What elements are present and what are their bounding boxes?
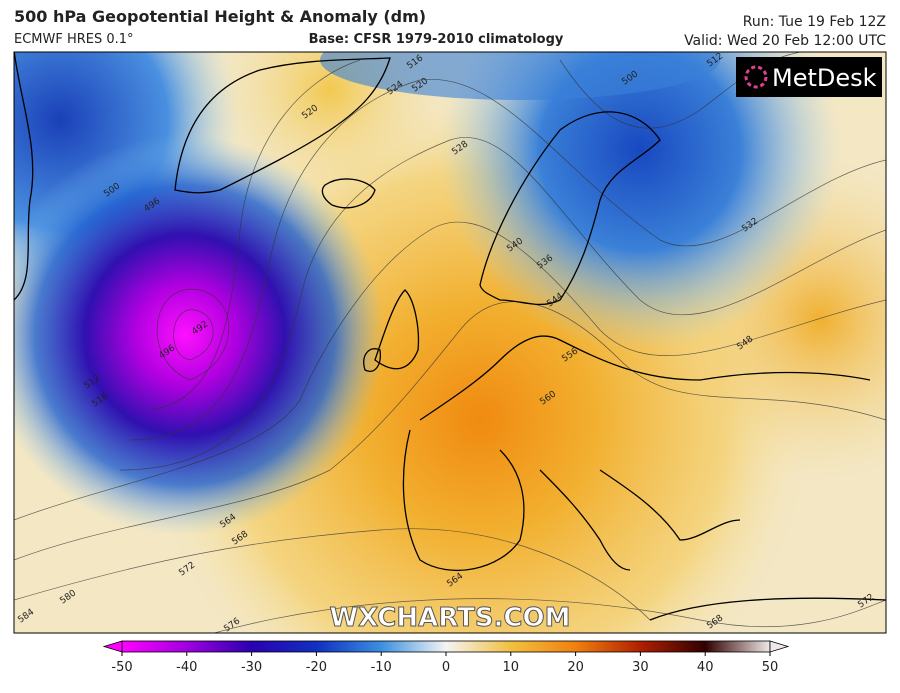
run: Run: Tue 19 Feb 12Z	[743, 14, 886, 30]
colorbar-body	[121, 640, 771, 653]
base: Base: CFSR 1979-2010 climatology	[309, 32, 564, 47]
colorbar-tick-label: 10	[503, 660, 520, 675]
colorbar: -50 -40 -30 -20 -10 0 10 20 30 40 50	[102, 640, 790, 675]
colorbar-tick-label: 30	[632, 660, 649, 675]
colorbar-tick-label: -30	[241, 660, 262, 675]
map-frame	[13, 51, 887, 634]
colorbar-tick-label: -20	[306, 660, 327, 675]
colorbar-tick-label: 50	[762, 660, 779, 675]
contours	[14, 52, 886, 633]
logo: MetDesk	[772, 64, 877, 92]
colorbar-tick-label: -40	[176, 660, 197, 675]
logo-box: MetDesk	[736, 57, 882, 97]
colorbar-tick-label: -10	[371, 660, 392, 675]
watermark: WXCHARTS.COM	[329, 603, 570, 633]
title: 500 hPa Geopotential Height & Anomaly (d…	[14, 7, 426, 26]
map: 5165205245205285005125405365325445485565…	[14, 52, 886, 633]
colorbar-tick-label: 40	[697, 660, 714, 675]
valid: Valid: Wed 20 Feb 12:00 UTC	[684, 33, 886, 49]
model: ECMWF HRES 0.1°	[14, 32, 134, 47]
coastlines	[14, 52, 886, 621]
colorbar-tick-label: 0	[442, 660, 450, 675]
colorbar-max-arrow	[769, 640, 790, 653]
colorbar-min-arrow	[102, 640, 123, 653]
colorbar-tick-label: 20	[567, 660, 584, 675]
colorbar-tick-label: -50	[111, 660, 132, 675]
